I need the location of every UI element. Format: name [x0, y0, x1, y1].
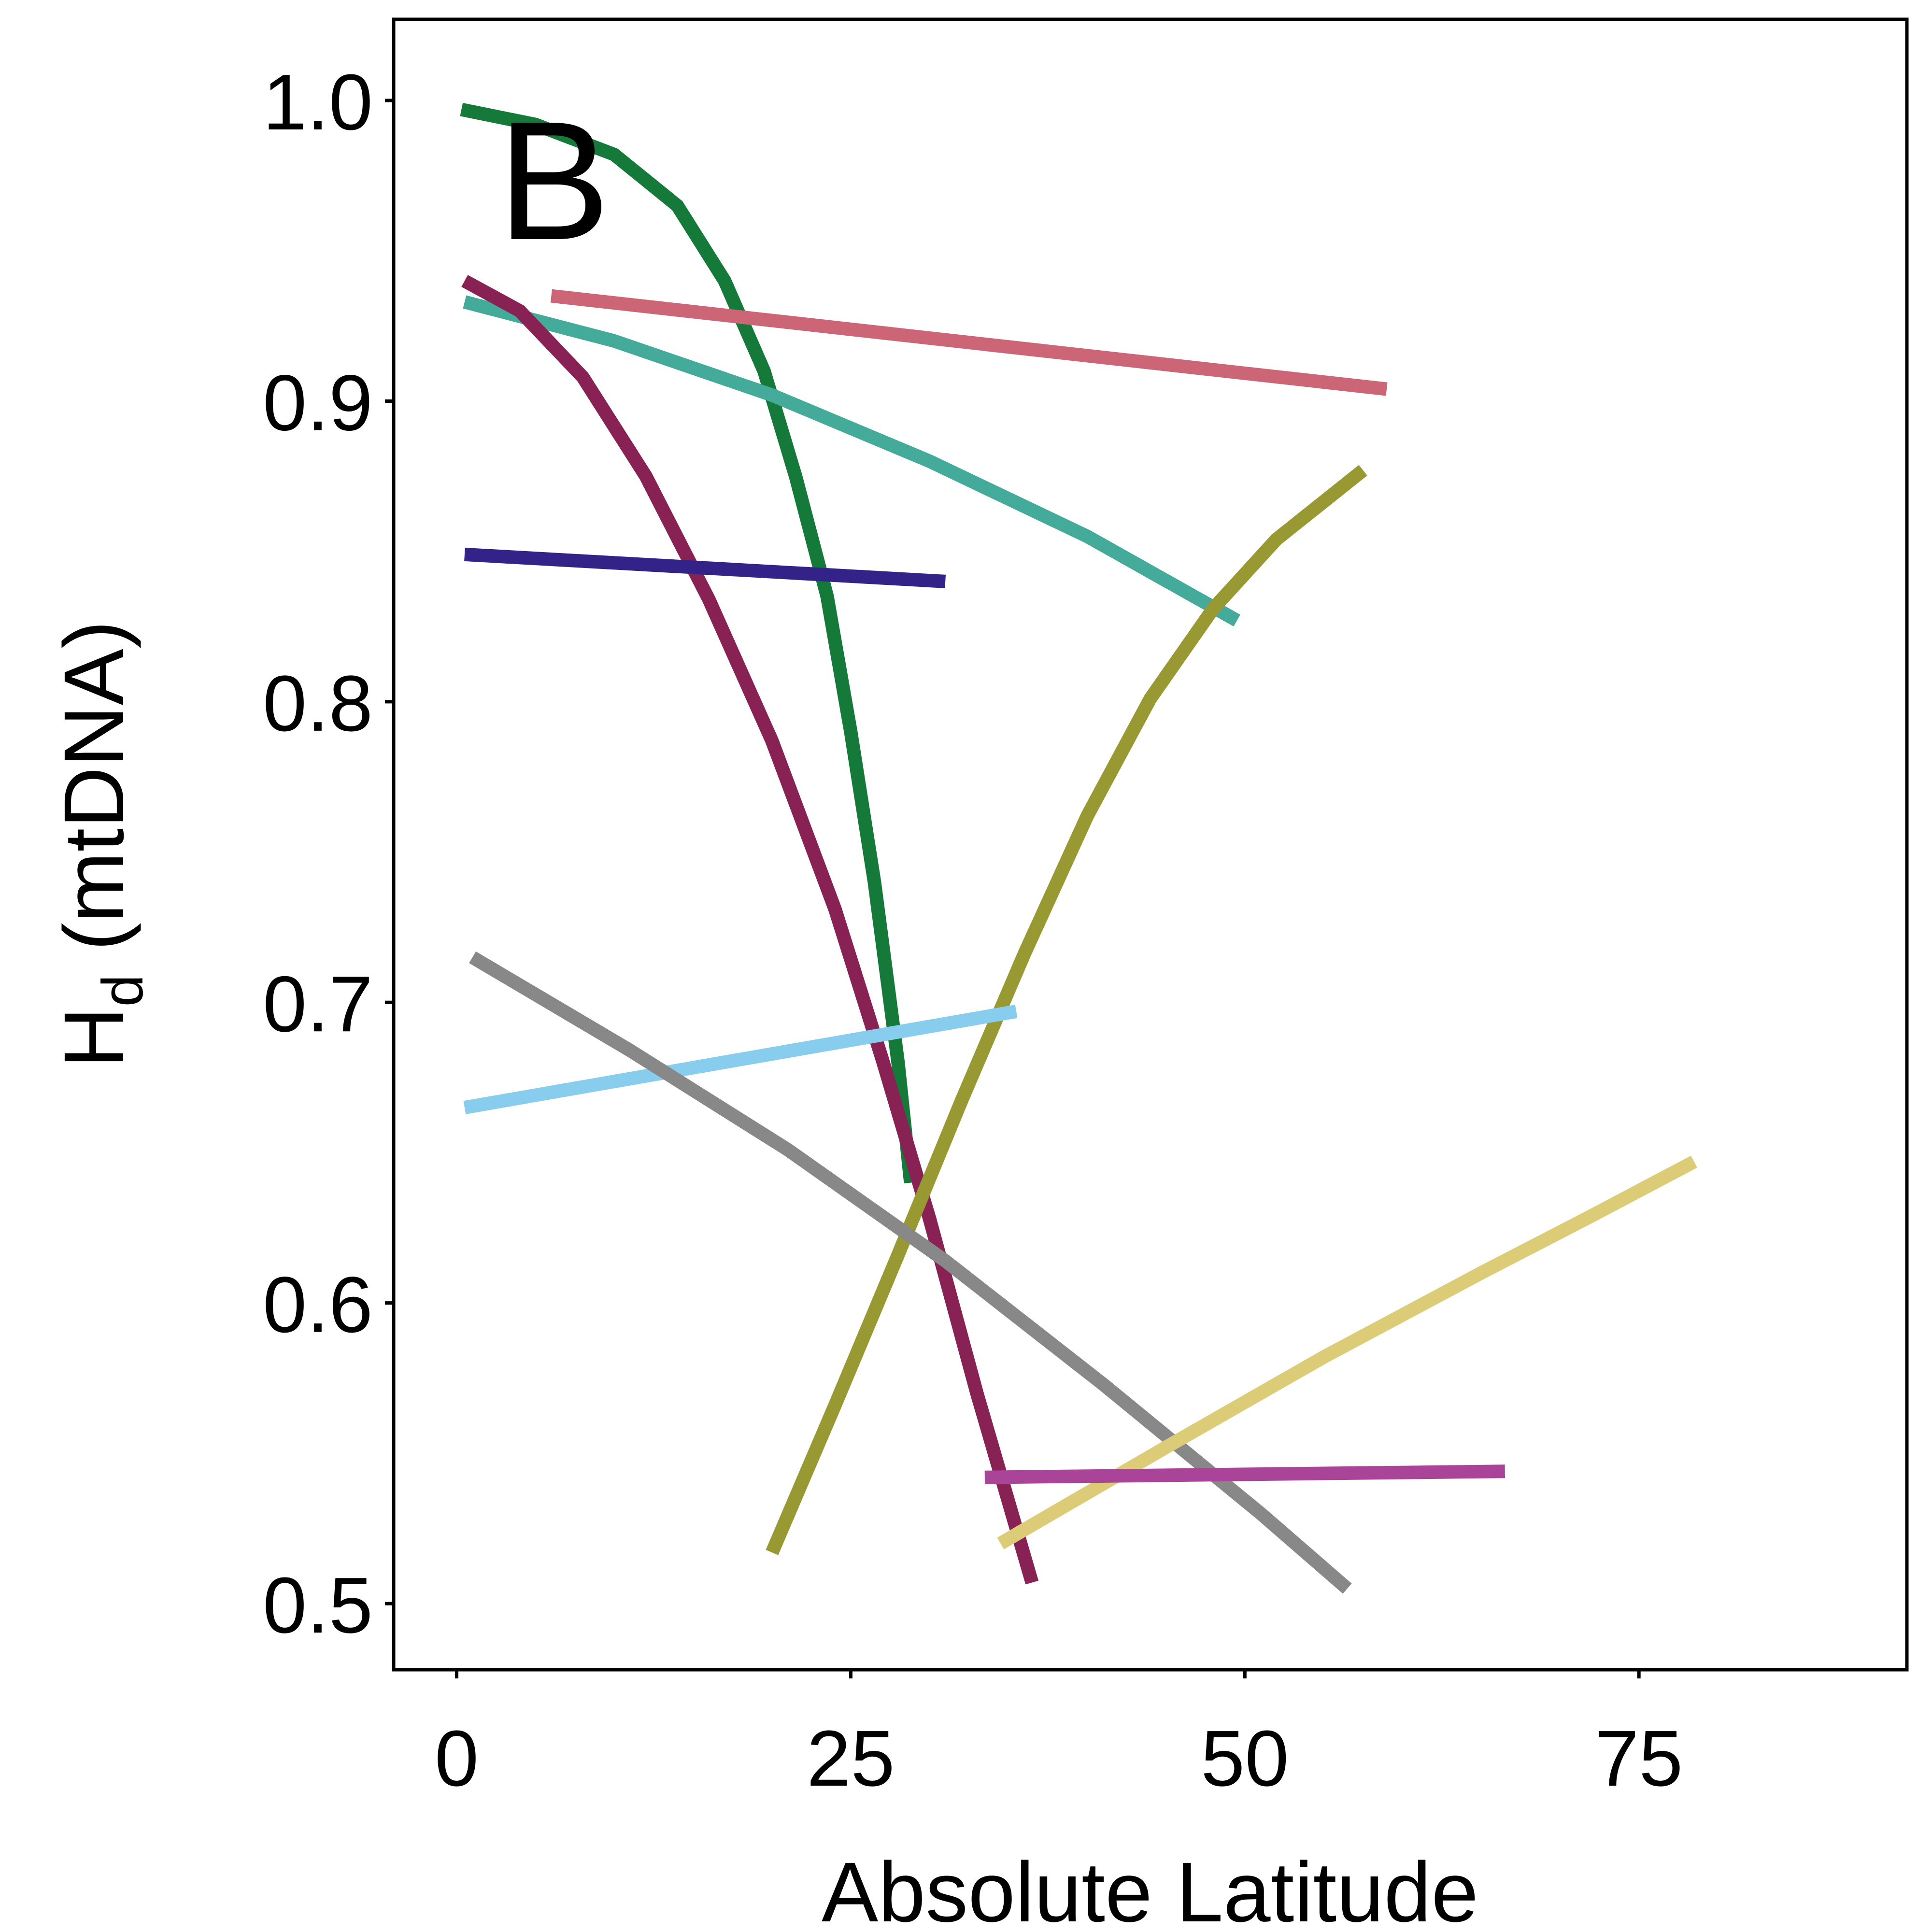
series-line-6 [766, 465, 1367, 1555]
x-tick-label: 0 [435, 1714, 479, 1803]
y-axis: 0.5 0.6 0.7 0.8 0.9 1.0 [263, 58, 394, 1649]
panel-label: B [497, 86, 610, 275]
series-line-9 [997, 1155, 1697, 1549]
series-line-1 [460, 102, 918, 1184]
series-line-3 [463, 295, 1240, 627]
series-line-2 [550, 289, 1388, 396]
plot-frame [392, 17, 1909, 1672]
x-tick-label: 50 [1201, 1714, 1289, 1803]
y-axis-title-subscript: d [90, 975, 155, 1007]
y-axis-title-main: H [47, 1007, 142, 1068]
series-line-5 [464, 547, 946, 588]
y-axis-title: Hd (mtDNA) [47, 620, 155, 1068]
y-tick-label: 1.0 [263, 58, 373, 146]
y-tick-label: 0.7 [263, 960, 373, 1048]
series-line-7 [463, 1005, 1018, 1114]
y-tick-label: 0.8 [263, 659, 373, 748]
series-line-8 [469, 951, 1352, 1594]
x-axis: 0 25 50 75 [435, 1670, 1683, 1803]
x-tick-label: 75 [1595, 1714, 1683, 1803]
x-axis-title: Absolute Latitude [822, 1845, 1478, 1932]
y-axis-title-unit: (mtDNA) [47, 620, 142, 974]
series-line-10 [984, 1464, 1505, 1484]
y-tick-label: 0.9 [263, 358, 373, 447]
y-tick-label: 0.6 [263, 1261, 373, 1349]
y-tick-label: 0.5 [263, 1561, 373, 1649]
x-tick-label: 25 [807, 1714, 895, 1803]
series-line-4 [461, 275, 1039, 1585]
series-layer [460, 102, 1697, 1594]
